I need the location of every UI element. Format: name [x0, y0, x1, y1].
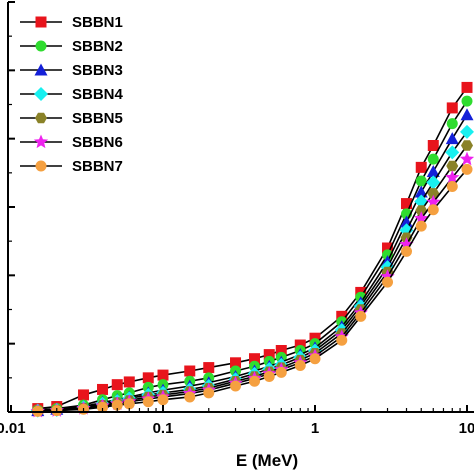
x-axis-title: E (MeV) [236, 451, 298, 470]
data-point [461, 140, 473, 151]
data-point [446, 102, 458, 114]
data-point [415, 220, 427, 232]
data-point [309, 353, 321, 365]
data-point [446, 160, 459, 172]
data-point [446, 181, 458, 192]
data-point [355, 310, 367, 322]
legend-item-sbbn5: SBBN5 [20, 110, 123, 127]
data-point [415, 161, 427, 173]
x-tick-label: 0.01 [0, 420, 26, 437]
legend-item-sbbn7: SBBN7 [20, 158, 123, 175]
data-point [230, 380, 242, 392]
data-point [445, 170, 460, 184]
data-point [294, 360, 306, 372]
data-point [445, 145, 460, 160]
data-point [461, 95, 473, 107]
data-point [111, 379, 123, 391]
data-point [249, 375, 261, 387]
data-point [123, 376, 135, 388]
data-point [275, 366, 287, 378]
x-tick-label: 0.1 [153, 420, 174, 437]
legend-label: SBBN7 [72, 158, 123, 175]
x-tick-label: 1 [311, 420, 319, 437]
data-point [157, 394, 169, 406]
legend-marker [35, 40, 47, 52]
legend-item-sbbn3: SBBN3 [20, 62, 123, 79]
data-point [461, 81, 473, 93]
data-point [263, 370, 275, 382]
data-point [427, 140, 439, 151]
legend-marker [35, 160, 47, 172]
legend-label: SBBN4 [72, 86, 124, 103]
data-point [203, 362, 215, 374]
data-point [427, 153, 439, 165]
data-point [157, 369, 169, 381]
data-point [382, 242, 394, 254]
data-point [460, 108, 474, 121]
data-point [123, 398, 135, 410]
series-sbbn5 [31, 140, 473, 416]
data-point [184, 391, 196, 403]
x-tick-label: 10 [459, 420, 474, 437]
series-sbbn7 [32, 163, 473, 417]
data-point [427, 204, 439, 216]
legend-marker [35, 112, 47, 124]
data-point [184, 365, 196, 377]
data-point [460, 124, 474, 139]
legend-item-sbbn4: SBBN4 [20, 86, 124, 103]
legend-marker [35, 16, 47, 28]
data-point [426, 175, 441, 190]
data-point [426, 164, 440, 177]
legend-marker [33, 134, 49, 149]
data-point [415, 175, 427, 187]
data-point [203, 387, 215, 399]
data-point [97, 383, 109, 395]
data-point [461, 163, 473, 175]
data-point [415, 205, 428, 216]
data-point [382, 276, 394, 288]
data-point [97, 401, 109, 413]
legend-label: SBBN3 [72, 62, 123, 79]
data-point [336, 334, 348, 346]
legend-item-sbbn1: SBBN1 [20, 14, 123, 31]
legend-label: SBBN1 [72, 14, 123, 31]
data-point [445, 132, 459, 145]
data-point [401, 198, 413, 210]
legend: SBBN1 SBBN2 SBBN3 SBBN4 SBBN5 SBBN6 SBBN7 [20, 14, 124, 175]
data-point [401, 245, 413, 257]
data-point [142, 372, 154, 384]
legend-item-sbbn2: SBBN2 [20, 38, 123, 55]
data-point [78, 389, 90, 401]
data-point [459, 151, 474, 166]
data-point [275, 345, 287, 356]
legend-marker [34, 87, 48, 101]
data-point [446, 118, 458, 130]
data-point [111, 399, 123, 411]
data-point [230, 357, 242, 369]
data-point [414, 185, 428, 198]
data-point [427, 188, 440, 199]
data-point [249, 353, 261, 365]
legend-item-sbbn6: SBBN6 [20, 134, 123, 151]
legend-label: SBBN6 [72, 134, 123, 151]
data-point [263, 349, 275, 361]
legend-label: SBBN2 [72, 38, 123, 55]
data-point [142, 396, 154, 408]
legend-marker [34, 63, 48, 76]
legend-label: SBBN5 [72, 110, 123, 127]
